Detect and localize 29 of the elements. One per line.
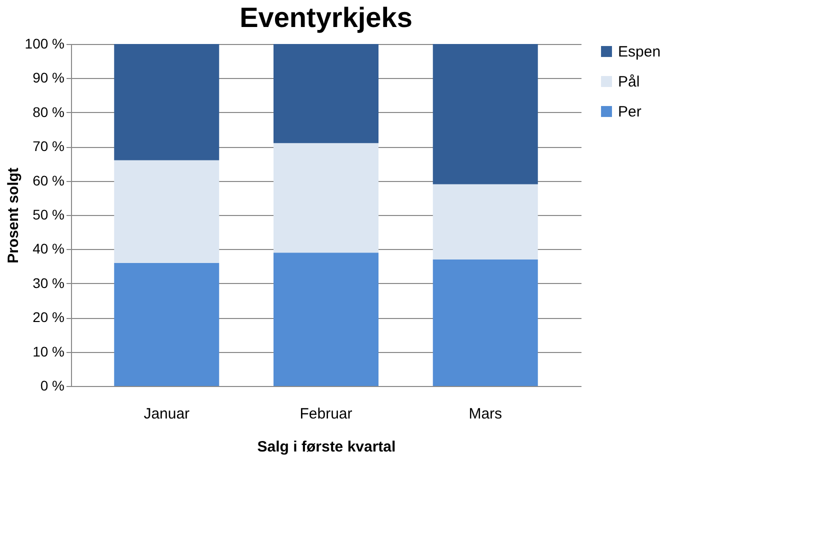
y-tick-label: 40 % [32,240,64,257]
chart-title: Eventyrkjeks [240,2,412,33]
bar [114,262,220,386]
bar [432,259,538,386]
x-axis-title: Salg i første kvartal [257,438,396,456]
legend-label: Pål [618,74,640,90]
y-tick-label: 20 % [32,309,64,326]
x-tick-label: Mars [468,406,502,422]
x-tick-label: Februar [300,406,352,422]
legend-label: Espen [618,44,661,60]
bar [114,44,220,160]
y-tick-label: 80 % [32,104,64,120]
y-tick-label: 30 % [32,274,64,291]
y-tick-label: 10 % [32,343,64,360]
y-tick-label: 0 % [40,378,64,394]
bar [114,160,220,263]
bar [274,252,378,386]
legend-label: Per [618,104,642,120]
y-tick-label: 90 % [32,70,64,86]
bar [274,44,378,144]
y-tick-label: 50 % [32,206,64,222]
bar [432,184,538,260]
y-tick-label: 100 % [24,36,64,52]
y-tick-label: 70 % [32,138,64,154]
y-tick-label: 60 % [32,172,64,188]
y-axis-title: Prosent solgt [4,168,22,264]
bar [432,44,538,184]
bar [274,143,378,253]
x-tick-label: Januar [144,406,190,422]
